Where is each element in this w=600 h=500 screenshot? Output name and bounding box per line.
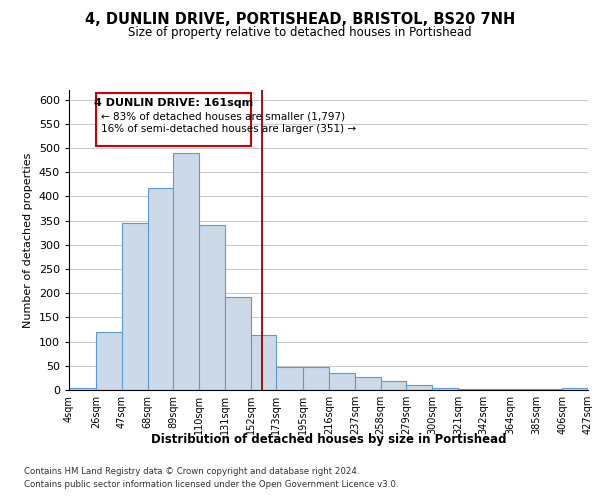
Text: 4, DUNLIN DRIVE, PORTISHEAD, BRISTOL, BS20 7NH: 4, DUNLIN DRIVE, PORTISHEAD, BRISTOL, BS… [85,12,515,28]
Text: Contains HM Land Registry data © Crown copyright and database right 2024.: Contains HM Land Registry data © Crown c… [24,468,359,476]
Bar [225,296,251,390]
Bar [277,367,304,390]
Bar [251,336,277,390]
Bar [511,389,536,390]
Bar [484,389,511,390]
Text: 16% of semi-detached houses are larger (351) →: 16% of semi-detached houses are larger (… [101,124,356,134]
FancyBboxPatch shape [96,94,251,146]
Bar [173,153,199,390]
Bar [122,223,148,390]
Text: ← 83% of detached houses are smaller (1,797): ← 83% of detached houses are smaller (1,… [101,112,345,122]
Bar [536,389,562,390]
Bar [329,373,355,390]
Bar [406,385,432,390]
Bar [355,377,380,390]
Bar [199,226,225,390]
Y-axis label: Number of detached properties: Number of detached properties [23,152,33,328]
Bar [69,388,96,390]
Bar [562,388,588,390]
Text: Size of property relative to detached houses in Portishead: Size of property relative to detached ho… [128,26,472,39]
Bar [432,388,458,390]
Text: Distribution of detached houses by size in Portishead: Distribution of detached houses by size … [151,432,506,446]
Bar [304,368,329,390]
Text: 4 DUNLIN DRIVE: 161sqm: 4 DUNLIN DRIVE: 161sqm [94,98,253,108]
Bar [96,332,122,390]
Bar [380,382,406,390]
Text: Contains public sector information licensed under the Open Government Licence v3: Contains public sector information licen… [24,480,398,489]
Bar [148,188,173,390]
Bar [458,388,484,390]
